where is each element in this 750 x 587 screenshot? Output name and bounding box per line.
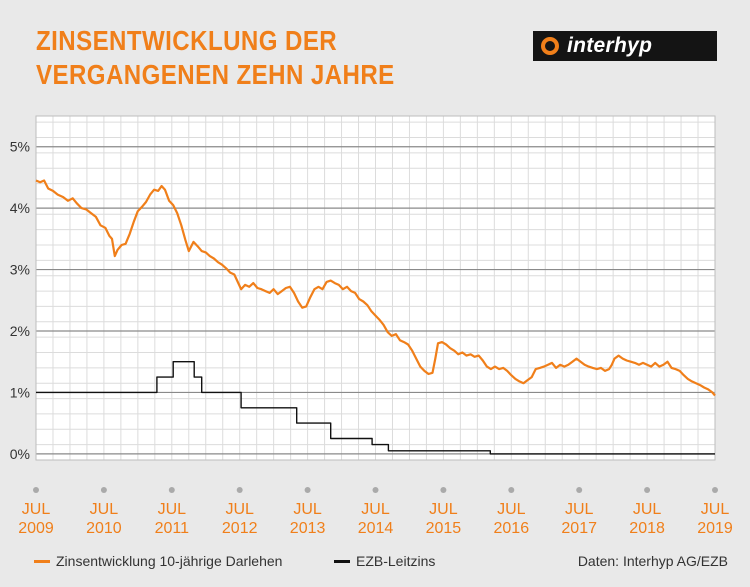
x-tick-month: JUL (361, 501, 390, 518)
x-tick-dot (236, 487, 243, 493)
series-line-darlehen (35, 179, 716, 397)
series-line-ezb (36, 361, 715, 455)
x-tick-month: JUL (633, 501, 662, 518)
x-tick-month: JUL (565, 501, 594, 518)
x-tick-dot (100, 487, 107, 493)
x-tick-year: 2009 (18, 520, 54, 537)
y-tick-label: 5% (10, 139, 30, 155)
legend-label-darlehen: Zinsentwicklung 10-jährige Darlehen (56, 553, 283, 569)
y-tick-label: 0% (10, 446, 30, 462)
x-tick-month: JUL (429, 501, 458, 518)
y-tick-label: 1% (10, 384, 30, 400)
x-tick-month: JUL (158, 501, 187, 518)
x-tick-dot (168, 487, 175, 493)
x-tick-year: 2011 (155, 520, 190, 537)
x-tick-dot (712, 487, 718, 493)
x-tick-year: 2015 (426, 520, 462, 537)
y-tick-label: 4% (10, 200, 30, 216)
logo-wordmark: interhyp (567, 34, 653, 57)
x-tick-month: JUL (497, 501, 526, 518)
x-tick-year: 2016 (494, 520, 530, 537)
y-tick-label: 3% (10, 262, 30, 278)
x-tick-dot (304, 487, 311, 493)
x-tick-month: JUL (90, 501, 119, 518)
x-tick-month: JUL (225, 501, 254, 518)
x-tick-year: 2017 (561, 520, 597, 537)
plot-border (35, 115, 716, 461)
x-tick-year: 2014 (358, 520, 394, 537)
x-tick-month: JUL (293, 501, 322, 518)
legend-swatch-ezb (334, 559, 350, 563)
legend-item-ezb: EZB-Leitzins (334, 553, 435, 569)
x-tick-year: 2012 (222, 520, 258, 537)
x-tick-dot (576, 487, 583, 493)
source-note: Daten: Interhyp AG/EZB (577, 553, 728, 569)
x-tick-month: JUL (22, 501, 51, 518)
x-tick-year: 2019 (697, 520, 733, 537)
x-tick-month: JUL (701, 501, 730, 518)
x-tick-dot (508, 487, 515, 493)
legend-swatch-darlehen (34, 559, 50, 563)
x-tick-dot (33, 487, 39, 493)
logo-ring-icon (541, 37, 559, 55)
x-tick-dot (644, 487, 651, 493)
x-tick-dot (372, 487, 379, 493)
legend-label-ezb: EZB-Leitzins (356, 553, 436, 569)
legend-item-darlehen: Zinsentwicklung 10-jährige Darlehen (34, 553, 282, 569)
x-tick-dot (440, 487, 447, 493)
chart-title: ZINSENTWICKLUNG DER VERGANGENEN ZEHN JAH… (36, 25, 395, 90)
x-tick-year: 2018 (629, 520, 665, 537)
x-tick-year: 2013 (290, 520, 326, 537)
x-tick-year: 2010 (86, 520, 122, 537)
y-tick-label: 2% (10, 323, 30, 339)
interhyp-logo: interhyp (533, 31, 717, 61)
